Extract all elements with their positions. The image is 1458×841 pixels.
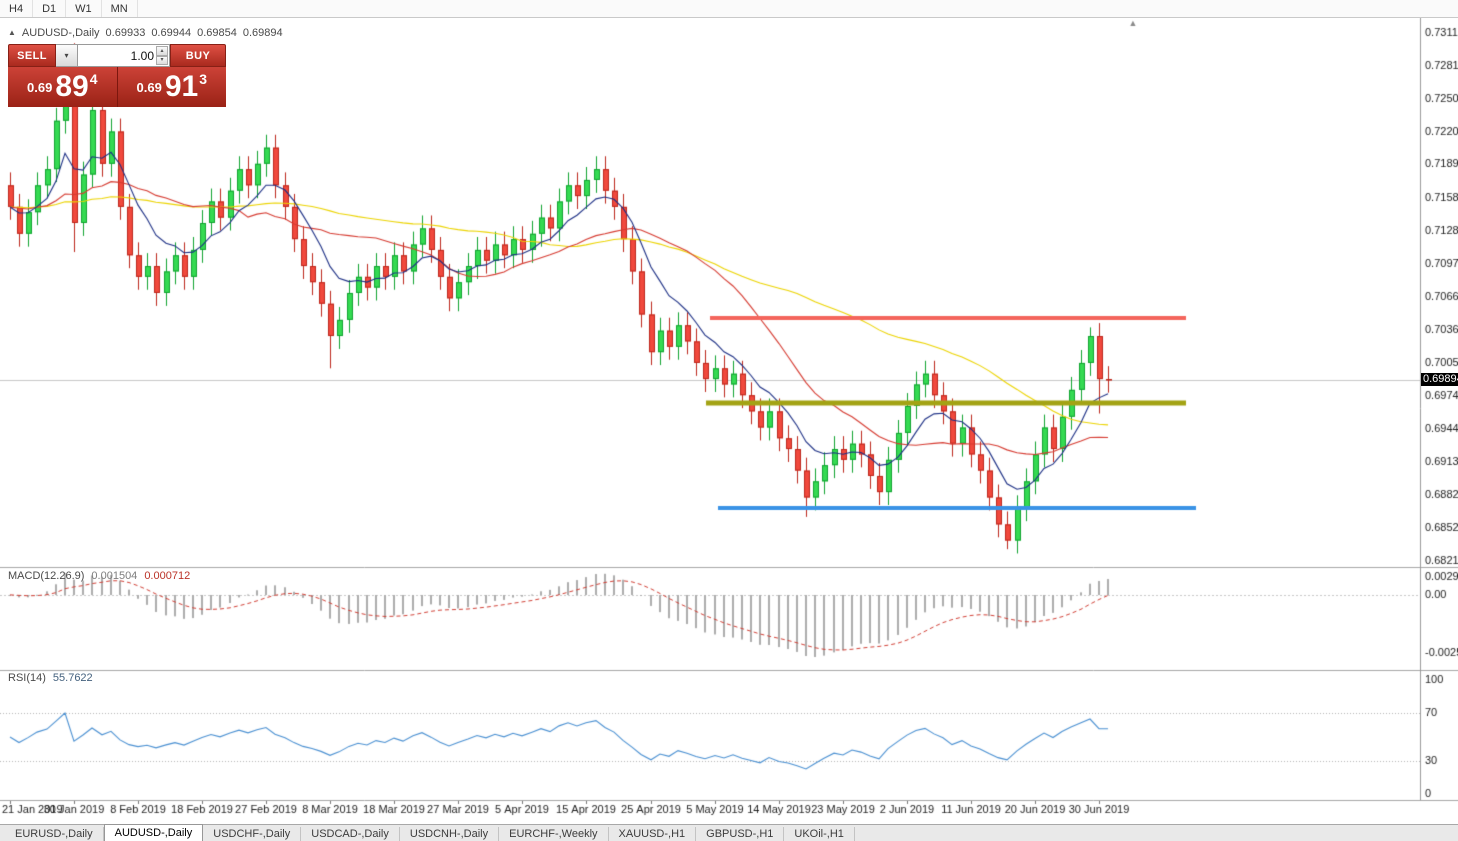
timeframe-toolbar: H4 D1 W1 MN xyxy=(0,0,1458,18)
chart-tab-gbpusd-h1[interactable]: GBPUSD-,H1 xyxy=(696,827,785,841)
volume-input[interactable] xyxy=(78,45,169,66)
symbol-label: AUDUSD-,Daily xyxy=(21,27,100,39)
tf-button-h4[interactable]: H4 xyxy=(0,0,34,17)
buy-price-big-digits: 91 xyxy=(164,70,199,103)
volume-increment-button[interactable]: ▴ xyxy=(156,46,168,56)
chevron-down-icon: ▾ xyxy=(64,51,69,60)
buy-price-prefix: 0.69 xyxy=(136,79,162,95)
chart-tab-eurchf-weekly[interactable]: EURCHF-,Weekly xyxy=(499,827,609,841)
chart-tab-audusd-daily[interactable]: AUDUSD-,Daily xyxy=(103,824,204,841)
time-axis[interactable] xyxy=(0,801,1420,823)
rsi-value: 55.7622 xyxy=(52,672,93,684)
rsi-indicator-label: RSI(14) 55.7622 xyxy=(8,672,93,684)
rsi-name: RSI(14) xyxy=(8,672,46,684)
buy-price-display[interactable]: 0.69 91 3 xyxy=(117,67,226,107)
tf-button-d1[interactable]: D1 xyxy=(33,0,67,17)
macd-indicator-label: MACD(12.26.9) 0.001504 0.000712 xyxy=(8,570,190,582)
open-value: 0.69933 xyxy=(105,27,146,39)
tf-button-w1[interactable]: W1 xyxy=(66,0,102,17)
volume-field: ▴ ▾ xyxy=(78,44,170,67)
one-click-trading-panel: SELL ▾ ▴ ▾ BUY 0.69 89 4 0.69 91 xyxy=(8,44,226,107)
chart-tab-usdchf-daily[interactable]: USDCHF-,Daily xyxy=(203,827,302,841)
high-value: 0.69944 xyxy=(151,27,192,39)
sell-price-prefix: 0.69 xyxy=(27,79,53,95)
volume-spinner: ▴ ▾ xyxy=(156,46,168,65)
buy-price-pipette: 3 xyxy=(199,71,207,87)
chart-tab-usdcad-daily[interactable]: USDCAD-,Daily xyxy=(301,827,400,841)
sell-button[interactable]: SELL xyxy=(8,44,56,67)
chart-tab-bar: EURUSD-,Daily AUDUSD-,Daily USDCHF-,Daily U… xyxy=(0,824,1458,841)
collapse-panel-icon[interactable]: ▲ xyxy=(8,28,16,37)
sell-price-pipette: 4 xyxy=(89,71,98,87)
volume-dropdown[interactable]: ▾ xyxy=(56,44,78,67)
low-value: 0.69854 xyxy=(197,27,237,39)
close-value: 0.69894 xyxy=(242,27,283,39)
macd-main-value: 0.001504 xyxy=(91,570,138,582)
chart-tab-xauusd-h1[interactable]: XAUUSD-,H1 xyxy=(609,827,697,841)
chart-tab-ukoil-h1[interactable]: UKOil-,H1 xyxy=(784,827,855,841)
macd-name: MACD(12.26.9) xyxy=(8,570,85,582)
macd-signal-value: 0.000712 xyxy=(144,570,191,582)
tf-button-mn[interactable]: MN xyxy=(102,0,138,17)
chart-tab-eurusd-daily[interactable]: EURUSD-,Daily xyxy=(5,827,104,841)
chart-ohlc-header: ▲ AUDUSD-,Daily 0.69933 0.69944 0.69854 … xyxy=(8,27,283,39)
buy-button[interactable]: BUY xyxy=(170,44,226,67)
price-axis[interactable] xyxy=(1421,17,1458,800)
current-price-badge: 0.69894 xyxy=(1421,373,1458,386)
sell-price-big-digits: 89 xyxy=(55,70,89,103)
chart-tab-usdcnh-daily[interactable]: USDCNH-,Daily xyxy=(400,827,500,841)
volume-decrement-button[interactable]: ▾ xyxy=(156,55,168,65)
sell-price-display[interactable]: 0.69 89 4 xyxy=(8,67,117,107)
